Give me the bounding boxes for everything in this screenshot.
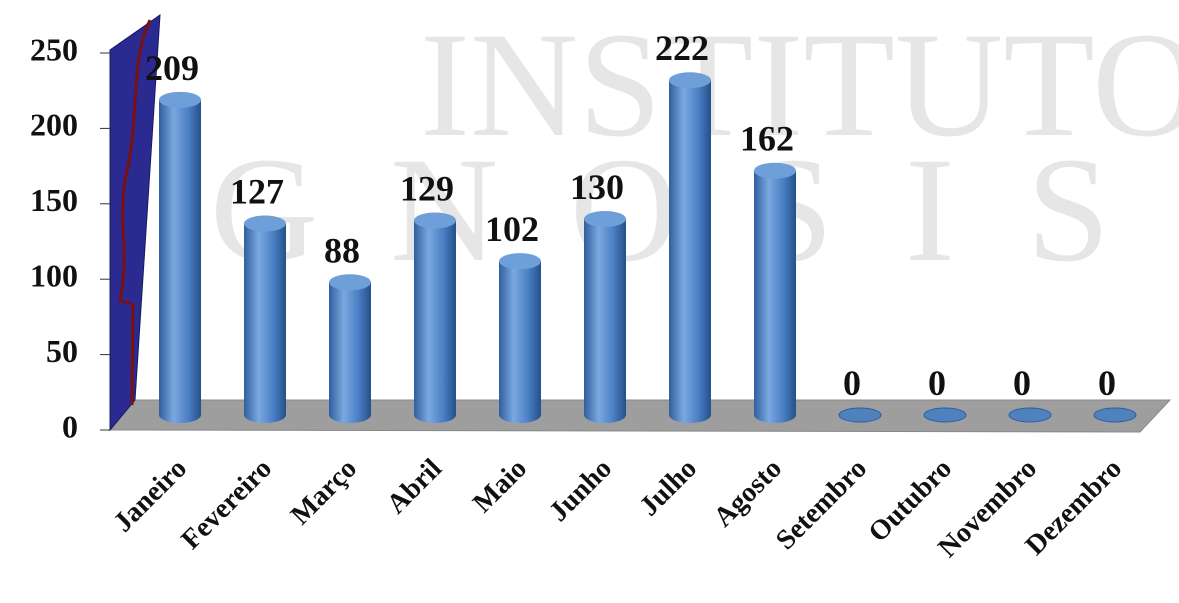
y-tick-label: 100 (30, 258, 78, 294)
bar-top (499, 253, 541, 270)
x-tick-label: Janeiro (108, 453, 193, 538)
wall (109, 13, 161, 432)
bar (159, 99, 201, 423)
value-label: 0 (1098, 363, 1116, 403)
y-tick-label: 150 (30, 182, 78, 218)
bar-top (159, 91, 201, 108)
x-tick-label: Setembro (770, 453, 873, 556)
bar (1093, 407, 1137, 423)
value-label: 102 (485, 209, 539, 249)
x-tick-label: Fevereiro (175, 453, 278, 556)
value-label: 0 (843, 363, 861, 403)
y-tick-label: 200 (30, 107, 78, 143)
y-tick-label: 0 (62, 408, 78, 444)
bar-top (329, 274, 371, 291)
wall-decoration (118, 19, 152, 406)
bar-top (669, 72, 711, 89)
bar-top (584, 210, 626, 227)
value-label: 130 (570, 167, 624, 207)
bar (669, 80, 711, 423)
y-tick-label: 50 (46, 333, 78, 369)
bar (584, 218, 626, 423)
value-label: 127 (230, 171, 284, 211)
value-label: 88 (324, 230, 360, 270)
x-tick-label: Julho (634, 453, 703, 522)
value-label: 162 (740, 119, 794, 159)
bar (754, 170, 796, 423)
x-tick-label: Maio (467, 453, 533, 519)
bar (1008, 407, 1052, 423)
x-tick-label: Junho (543, 453, 618, 528)
x-tick-label: Agosto (708, 453, 788, 533)
x-tick-label: Abril (381, 453, 448, 520)
bar (499, 261, 541, 423)
watermark: INSTITUTO (420, 2, 1179, 168)
value-label: 0 (1013, 363, 1031, 403)
value-label: 222 (655, 28, 709, 68)
bar (923, 407, 967, 423)
y-tick-label: 250 (30, 31, 78, 67)
bar (329, 282, 371, 423)
x-tick-label: Março (285, 453, 363, 531)
bar (414, 220, 456, 423)
bar (838, 407, 882, 423)
value-label: 129 (400, 168, 454, 208)
value-label: 0 (928, 363, 946, 403)
bar-top (414, 212, 456, 229)
bar-top (244, 215, 286, 232)
bar-top (754, 162, 796, 179)
value-label: 209 (145, 48, 199, 88)
bar (244, 223, 286, 423)
